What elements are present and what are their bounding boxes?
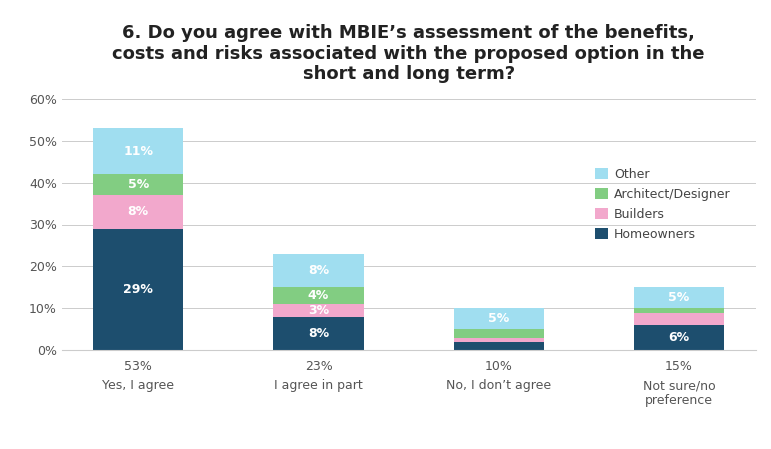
Text: 8%: 8% — [128, 206, 149, 218]
Text: 23%: 23% — [305, 360, 332, 373]
Bar — [453, 338, 544, 342]
Text: 6%: 6% — [668, 331, 689, 344]
Text: 5%: 5% — [128, 178, 149, 191]
Text: 8%: 8% — [308, 264, 329, 277]
Bar — [93, 128, 183, 174]
Bar — [453, 329, 544, 338]
Text: 29%: 29% — [123, 283, 153, 296]
Text: Not sure/no
preference: Not sure/no preference — [643, 379, 715, 407]
Text: I agree in part: I agree in part — [274, 379, 363, 392]
Bar — [634, 287, 724, 308]
Bar — [274, 287, 364, 304]
Text: 11%: 11% — [123, 145, 153, 158]
Text: 8%: 8% — [308, 327, 329, 340]
Bar — [274, 317, 364, 350]
Bar — [634, 308, 724, 313]
Text: 4%: 4% — [308, 289, 329, 302]
Legend: Other, Architect/Designer, Builders, Homeowners: Other, Architect/Designer, Builders, Hom… — [595, 168, 731, 241]
Bar — [93, 174, 183, 195]
Bar — [274, 254, 364, 287]
Bar — [93, 229, 183, 350]
Bar — [274, 304, 364, 317]
Text: No, I don’t agree: No, I don’t agree — [446, 379, 551, 392]
Text: 15%: 15% — [665, 360, 693, 373]
Title: 6. Do you agree with MBIE’s assessment of the benefits,
costs and risks associat: 6. Do you agree with MBIE’s assessment o… — [113, 24, 705, 84]
Text: Yes, I agree: Yes, I agree — [103, 379, 174, 392]
Bar — [634, 325, 724, 350]
Text: 3%: 3% — [308, 304, 329, 317]
Bar — [453, 342, 544, 350]
Text: 53%: 53% — [124, 360, 152, 373]
Text: 5%: 5% — [668, 291, 689, 304]
Bar — [453, 308, 544, 329]
Text: 5%: 5% — [488, 313, 510, 325]
Bar — [93, 195, 183, 229]
Bar — [634, 313, 724, 325]
Text: 10%: 10% — [485, 360, 513, 373]
